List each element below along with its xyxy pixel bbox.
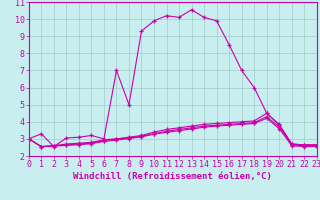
X-axis label: Windchill (Refroidissement éolien,°C): Windchill (Refroidissement éolien,°C) bbox=[73, 172, 272, 181]
